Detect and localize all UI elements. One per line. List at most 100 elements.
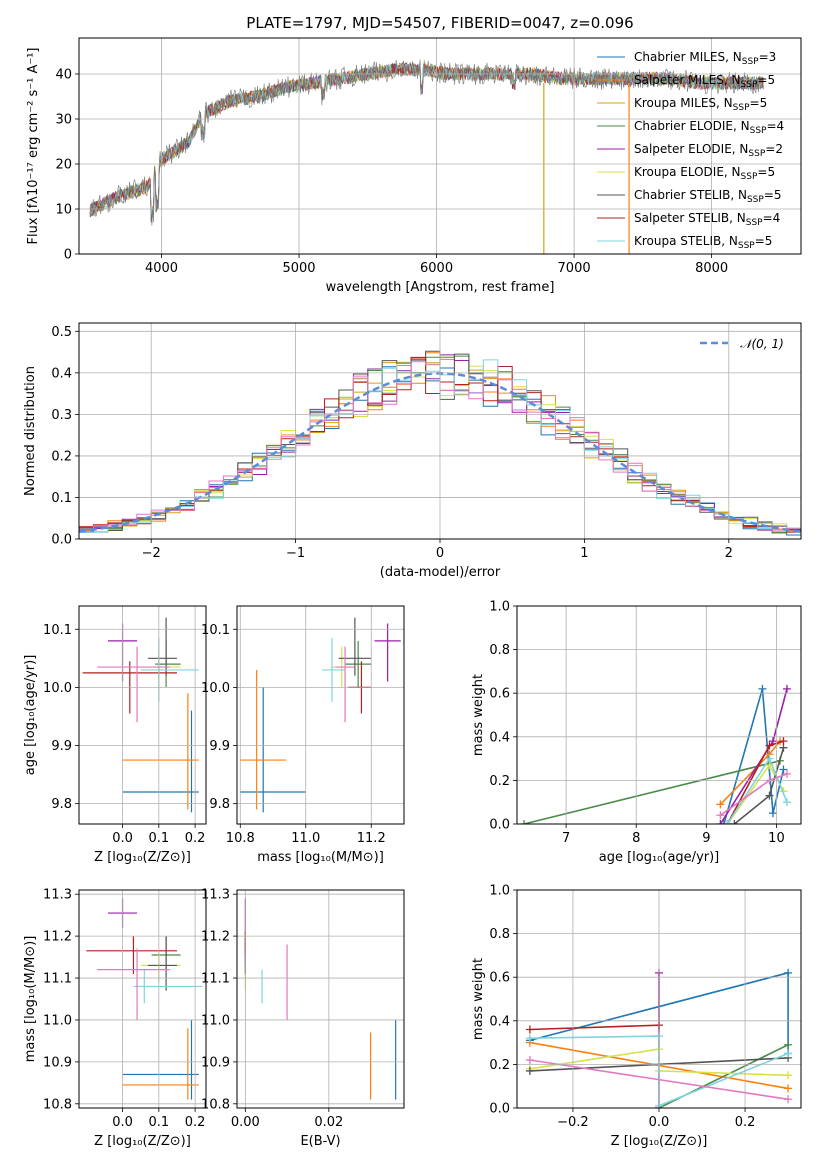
tick-label-x: 10 [768,831,785,846]
tick-label-x: 0 [436,546,444,561]
tick-label-y: 0 [64,248,72,263]
tick-label-y: 0.2 [489,774,510,789]
x-axis-label: wavelength [Angstrom, rest frame] [326,280,555,295]
legend-entry: Salpeter MILES, NSSP=5 [634,73,775,90]
tick-label-x: 11.0 [291,831,320,846]
legend-entry: Salpeter ELODIE, NSSP=2 [634,142,783,159]
panel-age-vs-z: 0.0 0.1 0.2 9.8 9.9 10.0 10.1 Z [log₁₀(Z/Z⊙)] ag… [23,605,207,865]
tick-label-x: 0.0 [649,1115,670,1130]
panel-age-vs-mass: 10.8 11.0 11.2 9.8 9.9 10.0 10.1 mass [log₁₀(M/… [201,605,405,865]
weight-marker [779,765,788,774]
axes-frame [78,605,207,825]
tick-label-y: 10.1 [43,623,72,638]
weight-marker [784,968,793,977]
axes-frame [516,889,802,1109]
x-axis-label: Z [log₁₀(Z/Z⊙)] [94,850,191,865]
y-axis-label: Normed distribution [23,366,38,496]
tick-label-x: 0.1 [148,1115,169,1130]
legend-entry: Salpeter STELIB, NSSP=4 [634,211,780,228]
weight-marker [730,820,739,824]
legend-entry: Kroupa MILES, NSSP=5 [634,96,767,113]
tick-label-y: 0.5 [51,325,72,340]
weight-marker [716,811,725,820]
tick-label-x: −1 [286,546,305,561]
axes-frame [78,889,207,1109]
tick-label-y: 11.3 [43,888,72,903]
weight-marker [784,1071,793,1080]
weight-marker [784,1040,793,1049]
weight-marker [758,684,767,693]
tick-label-x: −2 [142,546,161,561]
axes-frame [236,605,405,825]
tick-label-x: −0.2 [557,1115,589,1130]
tick-label-y: 10.0 [43,681,72,696]
tick-label-y: 0.1 [51,491,72,506]
legend-entry: 𝒩(0, 1) [740,337,784,351]
weight-marker [782,684,791,693]
legend-entry: Chabrier MILES, NSSP=3 [634,50,776,67]
y-axis-label: mass [log₁₀(M/M⊙)] [23,936,38,1063]
spectrum-line [89,62,764,223]
tick-label-y: 10.8 [43,1097,72,1112]
axes-frame [516,605,802,825]
tick-label-y: 11.0 [201,1013,230,1028]
tick-label-y: 0.0 [489,1102,510,1117]
tick-label-y: 0.8 [489,643,510,658]
weight-marker [784,1084,793,1093]
tick-label-x: 8000 [695,261,728,276]
weight-marker [768,809,777,818]
figure-title: PLATE=1797, MJD=54507, FIBERID=0047, z=0… [246,14,633,32]
tick-label-y: 11.2 [43,930,72,945]
tick-label-y: 0.2 [51,449,72,464]
tick-label-y: 11.2 [201,930,230,945]
tick-label-y: 11.3 [201,888,230,903]
weight-marker [716,800,725,809]
weight-marker [525,1025,534,1034]
tick-label-x: 0.00 [231,1115,260,1130]
tick-label-y: 10.9 [201,1055,230,1070]
panel-spectrum: 4000 5000 6000 7000 8000 0 10 20 30 40 wavelength … [26,37,802,295]
weight-marker [779,737,788,746]
tick-label-y: 10.8 [201,1097,230,1112]
tick-label-x: 0.0 [112,1115,133,1130]
tick-label-x: 2 [725,546,733,561]
tick-label-y: 0.8 [489,927,510,942]
tick-label-y: 9.9 [209,739,230,754]
tick-label-x: 0.02 [314,1115,343,1130]
weight-marker [784,1049,793,1058]
tick-label-y: 0.4 [51,366,72,381]
tick-label-x: 8 [632,831,640,846]
weight-marker [525,1066,534,1075]
tick-label-y: 11.1 [201,972,230,987]
tick-label-y: 30 [55,113,72,128]
tick-label-y: 9.9 [51,739,72,754]
tick-label-x: 7 [562,831,570,846]
weight-marker [784,1095,793,1104]
weight-marker [782,798,791,807]
tick-label-y: 10 [55,203,72,218]
tick-label-y: 0.4 [489,730,510,745]
x-axis-label: Z [log₁₀(Z/Z⊙)] [611,1134,708,1149]
tick-label-x: 9 [702,831,710,846]
panel-mass-vs-ebv: 0.00 0.02 10.8 10.9 11.0 11.1 11.2 11.3 E(B-V) [201,888,405,1149]
legend-entry: Kroupa ELODIE, NSSP=5 [634,165,775,182]
tick-label-x: 0.1 [148,831,169,846]
tick-label-x: 7000 [558,261,591,276]
y-axis-label: mass weight [471,674,486,756]
axes-frame [236,889,405,1109]
weight-marker [525,1034,534,1043]
tick-label-y: 11.0 [43,1013,72,1028]
x-axis-label: E(B-V) [300,1134,340,1149]
weight-marker [716,820,725,824]
x-axis-label: age [log₁₀(age/yr)] [599,850,720,865]
weight-line [529,1024,660,1031]
tick-label-y: 1.0 [489,600,510,615]
x-axis-label: (data-model)/error [380,565,501,580]
legend-entry: Chabrier ELODIE, NSSP=4 [634,119,784,136]
tick-label-x: 0.2 [185,831,206,846]
weight-marker [765,741,774,750]
weight-marker [723,820,732,824]
legend-entry: Chabrier STELIB, NSSP=5 [634,188,782,205]
tick-label-y: 0.6 [489,687,510,702]
tick-label-y: 10.0 [201,681,230,696]
